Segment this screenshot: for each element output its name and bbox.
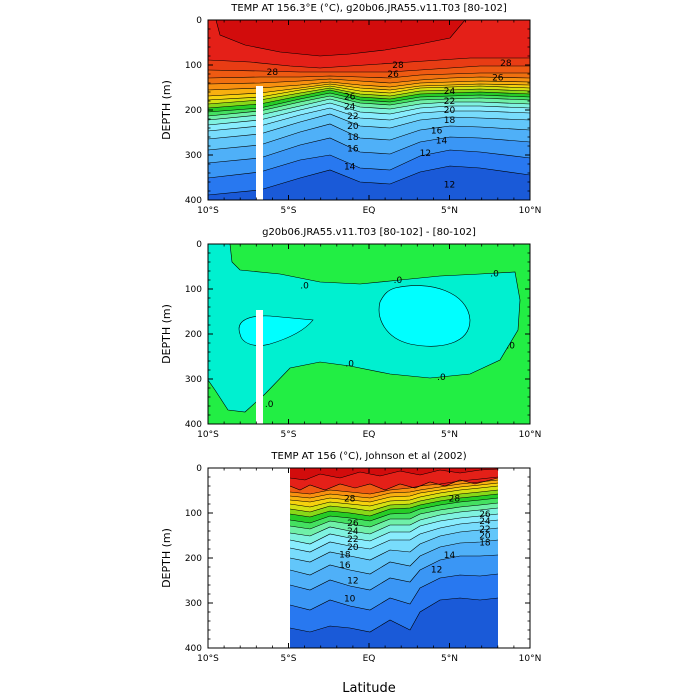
contour-label: 18 <box>444 116 456 126</box>
y-tick-label: 100 <box>185 509 202 519</box>
contour-label: 20 <box>479 532 491 542</box>
chart-title: TEMP AT 156.3°E (°C), g20b06.JRA55.v11.T… <box>230 3 507 14</box>
band-negative-core <box>379 285 470 347</box>
contour-label: .0 <box>506 341 515 351</box>
contour-label: 20 <box>444 106 456 116</box>
contour-label: 28 <box>392 61 404 71</box>
contour-label: 24 <box>479 517 491 527</box>
contour-label: 12 <box>431 565 442 575</box>
y-tick-label: 300 <box>185 375 202 385</box>
x-tick-label: EQ <box>363 206 376 216</box>
chart-title: g20b06.JRA55.v11.T03 [80-102] - [80-102] <box>262 227 476 238</box>
contour-label: 20 <box>347 122 359 132</box>
contour-label: 26 <box>387 70 399 80</box>
y-tick-label: 300 <box>185 599 202 609</box>
y-axis-label: DEPTH (m) <box>160 80 173 140</box>
contour-labels: .0 .0 .0 .0 .0 .0 .0 <box>265 269 515 410</box>
contour-label: 22 <box>347 535 358 545</box>
contour-label: 24 <box>347 527 359 537</box>
y-tick-label: 400 <box>185 196 202 206</box>
y-tick-label: 100 <box>185 61 202 71</box>
x-tick-label: 10°N <box>519 654 542 664</box>
missing-data-bar <box>256 310 263 424</box>
x-tick-label: 5°N <box>441 654 458 664</box>
x-tick-label: 10°N <box>519 206 542 216</box>
y-tick-label: 100 <box>185 285 202 295</box>
contour-label: .0 <box>437 373 446 383</box>
contour-label: .0 <box>394 276 403 286</box>
contour-label: .0 <box>490 269 499 279</box>
x-tick-label: 5°S <box>281 430 297 440</box>
y-tick-label: 400 <box>185 644 202 654</box>
x-tick-label: 10°S <box>197 430 219 440</box>
contour-label: .0 <box>300 281 309 291</box>
contour-label: 20 <box>347 543 359 553</box>
x-tick-label: 5°S <box>281 654 297 664</box>
contour-label: 24 <box>344 102 356 112</box>
y-axis-label: DEPTH (m) <box>160 304 173 364</box>
chart-title: TEMP AT 156 (°C), Johnson et al (2002) <box>270 451 466 462</box>
contour-label: 24 <box>444 87 456 97</box>
contour-label: 18 <box>347 133 359 143</box>
panel-difference: .0 .0 .0 .0 .0 .0 .0 g20b06.JRA55.v11.T03 [80-… <box>160 227 541 440</box>
y-tick-label: 400 <box>185 420 202 430</box>
band-zero-negative <box>208 244 520 412</box>
y-tick-label: 200 <box>185 106 202 116</box>
contour-label: 26 <box>344 93 356 103</box>
contour-label: 12 <box>420 149 431 159</box>
y-tick-label: 0 <box>196 464 202 474</box>
y-axis-label: DEPTH (m) <box>160 528 173 588</box>
contour-label: 26 <box>479 510 491 520</box>
contour-label: 10 <box>344 595 356 605</box>
y-tick-label: 0 <box>196 240 202 250</box>
contour-label: 16 <box>339 561 351 571</box>
x-tick-label: 5°S <box>281 206 297 216</box>
contour-label: 12 <box>444 180 455 190</box>
contour-label: 18 <box>339 550 351 560</box>
contour-label: 22 <box>444 97 455 107</box>
x-tick-label: 10°S <box>197 206 219 216</box>
contour-label: 26 <box>347 519 359 529</box>
band-29 <box>216 20 465 56</box>
contour-label: 26 <box>492 74 504 84</box>
contour-label: 16 <box>347 144 359 154</box>
x-tick-label: 5°N <box>441 430 458 440</box>
contour-label: 22 <box>479 525 490 535</box>
y-tick-label: 200 <box>185 554 202 564</box>
contour-label: 18 <box>479 538 491 548</box>
y-tick-label: 0 <box>196 16 202 26</box>
contour-label: 28 <box>344 495 356 505</box>
contour-label: 22 <box>347 112 358 122</box>
x-axis-label: Latitude <box>342 681 396 696</box>
contour-label: 28 <box>500 59 512 69</box>
x-tick-label: EQ <box>363 654 376 664</box>
x-tick-label: 10°S <box>197 654 219 664</box>
contour-label: 14 <box>444 551 456 561</box>
contour-label: 16 <box>431 126 443 136</box>
contour-label: 28 <box>449 495 461 505</box>
contour-label: .0 <box>265 400 274 410</box>
isotherm-lines <box>208 20 530 196</box>
contour-label: 14 <box>436 137 448 147</box>
contour-label: 12 <box>347 577 358 587</box>
x-tick-label: EQ <box>363 430 376 440</box>
isotherm-lines <box>290 468 498 633</box>
y-tick-label: 300 <box>185 151 202 161</box>
missing-data-bar <box>256 86 263 200</box>
x-tick-label: 5°N <box>441 206 458 216</box>
contour-label: 14 <box>344 162 356 172</box>
contour-label: .0 <box>345 359 354 369</box>
x-tick-label: 10°N <box>519 430 542 440</box>
contour-label: 28 <box>267 68 279 78</box>
y-tick-label: 200 <box>185 330 202 340</box>
band-29 <box>290 468 498 480</box>
